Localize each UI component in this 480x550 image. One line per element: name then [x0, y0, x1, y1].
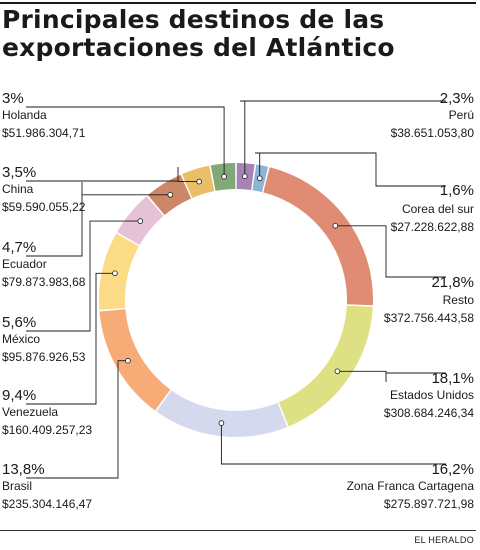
slice-name-label: Resto [443, 293, 475, 307]
slice-percent-label: 18,1% [431, 370, 474, 387]
donut-slices [99, 163, 373, 438]
slice-percent-label: 3% [2, 90, 24, 107]
slice-percent-label: 16,2% [431, 461, 474, 478]
slice-name-label: Corea del sur [402, 202, 474, 216]
slice-name-label: Ecuador [2, 257, 47, 271]
slice-percent-label: 1,6% [440, 182, 474, 199]
leader-dot [332, 223, 339, 229]
slice-percent-label: 21,8% [431, 274, 474, 291]
leader-lines [26, 100, 446, 479]
slice-name-label: Perú [449, 108, 474, 122]
leader-dot [242, 173, 248, 180]
slice-value-label: $38.651.053,80 [391, 126, 475, 140]
leader-line [220, 423, 446, 465]
slice-name-label: China [2, 182, 34, 196]
leader-dot [221, 173, 227, 180]
leader-dot [112, 270, 118, 277]
slice-labels: 2,3%Perú $38.651.053,80 1,6% Corea del sur $… [2, 90, 474, 511]
slice-percent-label: 9,4% [2, 387, 36, 404]
slice-percent-label: 5,6% [2, 314, 36, 331]
chart-title: Principales destinos de las exportacione… [2, 6, 478, 62]
top-rule [0, 2, 476, 4]
title-line-2: exportaciones del Atlántico [2, 33, 395, 62]
slice-value-label: $51.986.304,71 [2, 126, 86, 140]
slice-resto [263, 167, 373, 306]
leader-line [240, 100, 446, 177]
leader-dot [125, 357, 131, 364]
slice-value-label: $235.304.146,47 [2, 497, 92, 511]
slice-percent-label: 2,3% [440, 90, 474, 107]
slice-percent-label: 3,5% [2, 164, 36, 181]
slice-zona-franca-cartagena [156, 390, 288, 438]
slice-estados-unidos [278, 305, 373, 427]
slice-value-label: $275.897.721,98 [384, 497, 474, 511]
leader-line [26, 106, 225, 177]
slice-name-label: México [2, 332, 40, 346]
leader-dot [218, 420, 225, 426]
slice-value-label: $95.876.926,53 [2, 350, 86, 364]
leader-line [337, 370, 446, 382]
slice-name-label: Holanda [2, 108, 47, 122]
bottom-rule [0, 530, 476, 531]
slice-name-label: Zona Franca Cartagena [347, 479, 475, 493]
slice-name-label: Estados Unidos [390, 388, 474, 402]
slice-value-label: $59.590.055,22 [2, 200, 86, 214]
slice-name-label: Brasil [2, 479, 32, 493]
slice-name-label: Venezuela [2, 405, 58, 419]
slice-value-label: $27.228.622,88 [391, 220, 475, 234]
leader-dot [137, 218, 144, 224]
slice-value-label: $79.873.983,68 [2, 275, 86, 289]
leader-dot [167, 192, 174, 198]
slice-value-label: $160.409.257,23 [2, 423, 92, 437]
leader-dot [256, 175, 263, 182]
leader-line [335, 225, 446, 278]
slice-value-label: $308.684.246,34 [384, 406, 474, 420]
slice-percent-label: 13,8% [2, 461, 45, 478]
leader-line [26, 272, 115, 405]
title-line-1: Principales destinos de las [2, 5, 385, 34]
leader-dot [334, 368, 341, 375]
slice-venezuela [99, 233, 139, 310]
slice-brasil [99, 309, 171, 411]
leader-line [26, 220, 141, 332]
leader-line [26, 167, 200, 183]
leader-line [255, 152, 446, 187]
leader-dot [196, 178, 203, 185]
credit: EL HERALDO [414, 535, 474, 545]
slice-value-label: $372.756.443,58 [384, 311, 474, 325]
slice-percent-label: 4,7% [2, 239, 36, 256]
leader-line [26, 360, 128, 479]
leader-line [26, 182, 171, 257]
